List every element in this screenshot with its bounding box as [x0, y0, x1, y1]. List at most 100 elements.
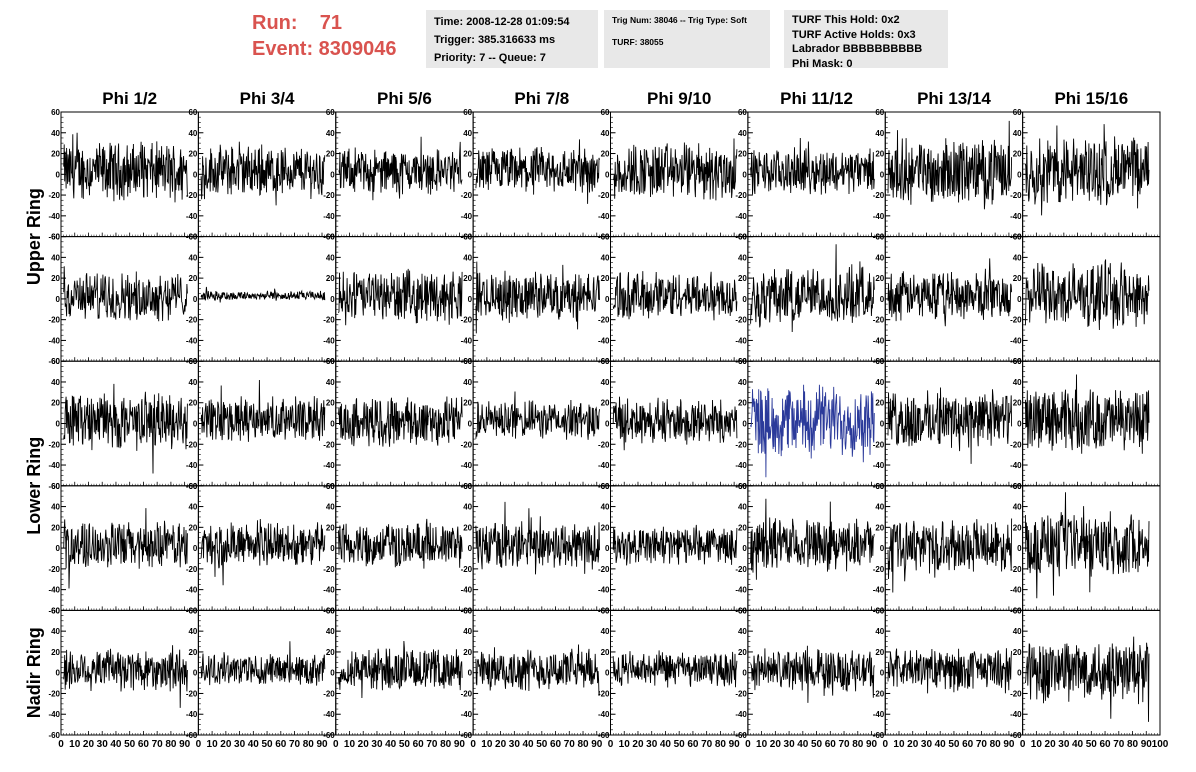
y-tick-label: -60: [735, 233, 747, 242]
y-tick-label: 20: [188, 648, 197, 657]
y-tick-label: 40: [875, 129, 884, 138]
waveform-trace: [475, 261, 600, 334]
y-tick-label: 0: [605, 544, 610, 553]
y-tick-label: -60: [1010, 357, 1022, 366]
y-tick-label: -40: [48, 461, 60, 470]
y-tick-label: 20: [601, 150, 610, 159]
y-tick-label: 20: [601, 648, 610, 657]
waveform-trace: [612, 650, 738, 688]
ring-label: Nadir Ring: [24, 627, 44, 718]
y-tick-label: -20: [186, 191, 198, 200]
y-tick-label: 60: [463, 606, 472, 615]
y-tick-label: 60: [601, 606, 610, 615]
x-tick-label: 10: [69, 739, 81, 750]
y-tick-label: 40: [326, 129, 335, 138]
y-tick-label: 20: [738, 399, 747, 408]
y-tick-label: -60: [873, 357, 885, 366]
y-tick-label: -40: [873, 461, 885, 470]
y-tick-label: 60: [188, 233, 197, 242]
waveform-trace: [63, 383, 188, 474]
y-tick-label: -60: [48, 731, 60, 740]
y-tick-label: -60: [873, 233, 885, 242]
y-tick-label: 20: [1013, 274, 1022, 283]
x-tick-label: 80: [990, 739, 1002, 750]
y-tick-label: 60: [1013, 357, 1022, 366]
x-tick-label: 20: [770, 739, 782, 750]
y-tick-label: -60: [186, 482, 198, 491]
y-tick-label: -60: [186, 233, 198, 242]
turf-hold-text: TURF This Hold: 0x2: [792, 14, 900, 26]
waveform-trace: [475, 391, 600, 440]
y-tick-label: -40: [873, 212, 885, 221]
run-event-box: Run: 71 Event: 8309046: [252, 10, 397, 62]
x-tick-label: 0: [196, 739, 202, 750]
x-tick-label: 90: [179, 739, 191, 750]
y-tick-label: 60: [463, 108, 472, 117]
y-tick-label: -40: [598, 336, 610, 345]
y-tick-label: -60: [1010, 482, 1022, 491]
y-tick-label: -20: [735, 565, 747, 574]
y-tick-label: 0: [56, 544, 61, 553]
y-tick-label: -40: [48, 586, 60, 595]
waveform-trace: [750, 384, 875, 478]
y-tick-label: 0: [880, 420, 885, 429]
y-tick-label: 60: [875, 606, 884, 615]
y-tick-label: 60: [738, 606, 747, 615]
y-tick-label: -40: [323, 586, 335, 595]
y-tick-label: 20: [875, 523, 884, 532]
y-tick-label: 40: [463, 627, 472, 636]
x-tick-label: 90: [729, 739, 741, 750]
y-tick-label: 0: [1017, 295, 1022, 304]
y-tick-label: -40: [323, 461, 335, 470]
y-tick-label: -40: [461, 586, 473, 595]
y-tick-label: -60: [598, 482, 610, 491]
waveform-trace: [63, 508, 188, 589]
waveform-trace: [1024, 259, 1150, 331]
y-tick-label: -40: [461, 212, 473, 221]
y-tick-label: -20: [598, 316, 610, 325]
y-tick-label: -40: [735, 212, 747, 221]
x-tick-label: 50: [811, 739, 823, 750]
y-tick-label: 20: [188, 523, 197, 532]
x-tick-label: 50: [948, 739, 960, 750]
y-tick-label: 0: [742, 295, 747, 304]
y-tick-label: 60: [188, 108, 197, 117]
x-tick-label: 0: [470, 739, 476, 750]
y-tick-label: 60: [601, 233, 610, 242]
x-tick-label: 50: [399, 739, 411, 750]
waveform-trace: [475, 139, 600, 204]
x-tick-label: 90: [591, 739, 603, 750]
y-tick-label: 0: [330, 544, 335, 553]
x-tick-label: 80: [852, 739, 864, 750]
column-header: Phi 3/4: [240, 89, 295, 108]
y-tick-label: 60: [875, 357, 884, 366]
y-tick-label: -20: [873, 689, 885, 698]
x-tick-label: 30: [1058, 739, 1070, 750]
y-tick-label: 60: [738, 357, 747, 366]
y-tick-label: 40: [601, 129, 610, 138]
y-tick-label: 0: [193, 420, 198, 429]
y-tick-label: -20: [461, 440, 473, 449]
y-tick-label: 20: [738, 150, 747, 159]
y-tick-label: 40: [463, 503, 472, 512]
y-tick-label: 40: [51, 503, 60, 512]
y-tick-label: 60: [51, 606, 60, 615]
y-tick-label: 40: [875, 253, 884, 262]
y-tick-label: 0: [1017, 544, 1022, 553]
x-tick-label: 10: [893, 739, 905, 750]
ring-label: Upper Ring: [24, 188, 44, 285]
y-tick-label: 20: [1013, 523, 1022, 532]
y-tick-label: -20: [48, 565, 60, 574]
waveform-trace: [1024, 374, 1150, 454]
y-tick-label: -20: [461, 565, 473, 574]
y-tick-label: 0: [330, 420, 335, 429]
y-tick-label: 60: [463, 233, 472, 242]
x-tick-label: 60: [275, 739, 287, 750]
y-tick-label: 0: [880, 295, 885, 304]
y-tick-label: -40: [186, 710, 198, 719]
waveform-trace: [750, 244, 875, 333]
y-tick-label: 60: [188, 606, 197, 615]
y-tick-label: -60: [1010, 233, 1022, 242]
x-tick-label: 70: [838, 739, 850, 750]
y-tick-label: 20: [51, 648, 60, 657]
